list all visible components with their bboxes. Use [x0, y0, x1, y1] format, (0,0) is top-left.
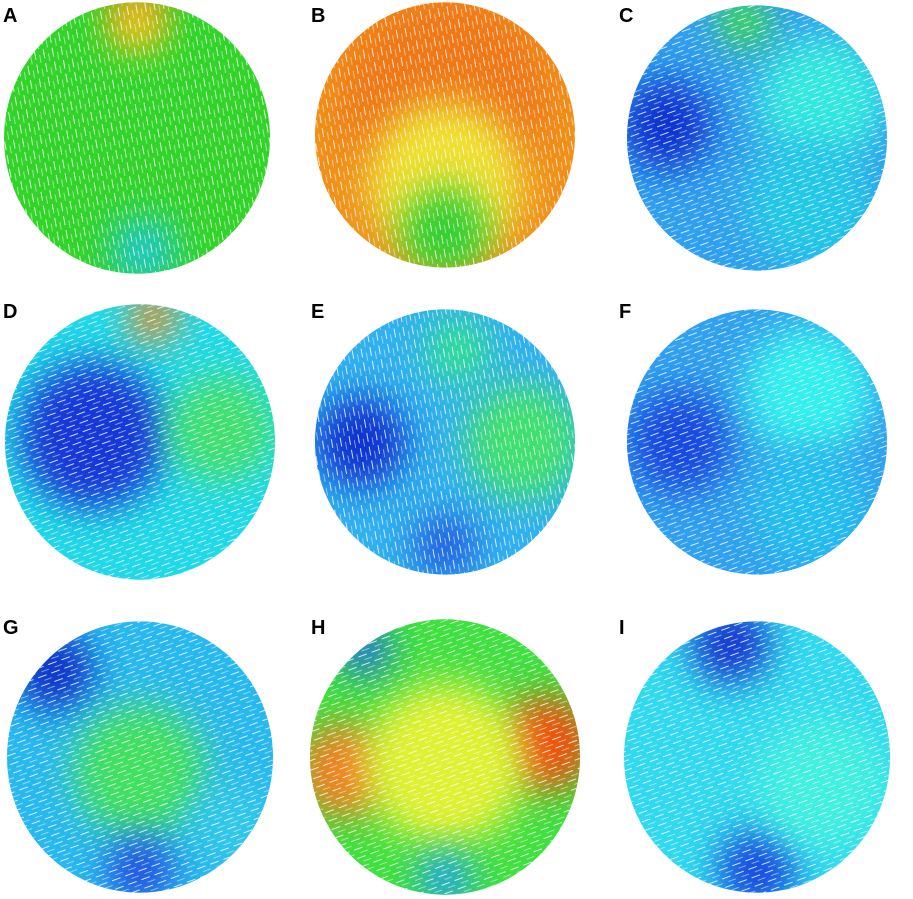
arrow-texture	[7, 621, 273, 893]
vector-field-panel	[4, 2, 270, 274]
panel-label: H	[311, 617, 325, 639]
panel-label: C	[619, 5, 633, 27]
vector-field-panel	[624, 621, 890, 893]
panels	[4, 2, 890, 895]
panel-label: E	[311, 301, 324, 323]
arrow-texture	[624, 621, 890, 893]
panel-label: G	[3, 617, 19, 639]
panel-label: A	[3, 5, 17, 27]
vector-field-panel	[5, 304, 275, 580]
vector-field-panel	[627, 5, 887, 271]
vector-field-panel	[627, 309, 887, 575]
panel-label: B	[311, 5, 325, 27]
arrow-texture	[4, 2, 270, 274]
panel-label: F	[619, 301, 631, 323]
arrow-texture	[310, 619, 580, 895]
arrow-texture	[315, 2, 575, 268]
vector-field-panel	[315, 2, 575, 268]
vector-field-panel	[310, 619, 580, 895]
arrow-texture	[5, 304, 275, 580]
panel-label: D	[3, 301, 17, 323]
panel-label: I	[619, 617, 625, 639]
vector-field-panel	[315, 309, 575, 575]
arrow-texture	[315, 309, 575, 575]
arrow-texture	[627, 309, 887, 575]
arrow-texture	[627, 5, 887, 271]
vector-field-panel	[7, 621, 273, 893]
